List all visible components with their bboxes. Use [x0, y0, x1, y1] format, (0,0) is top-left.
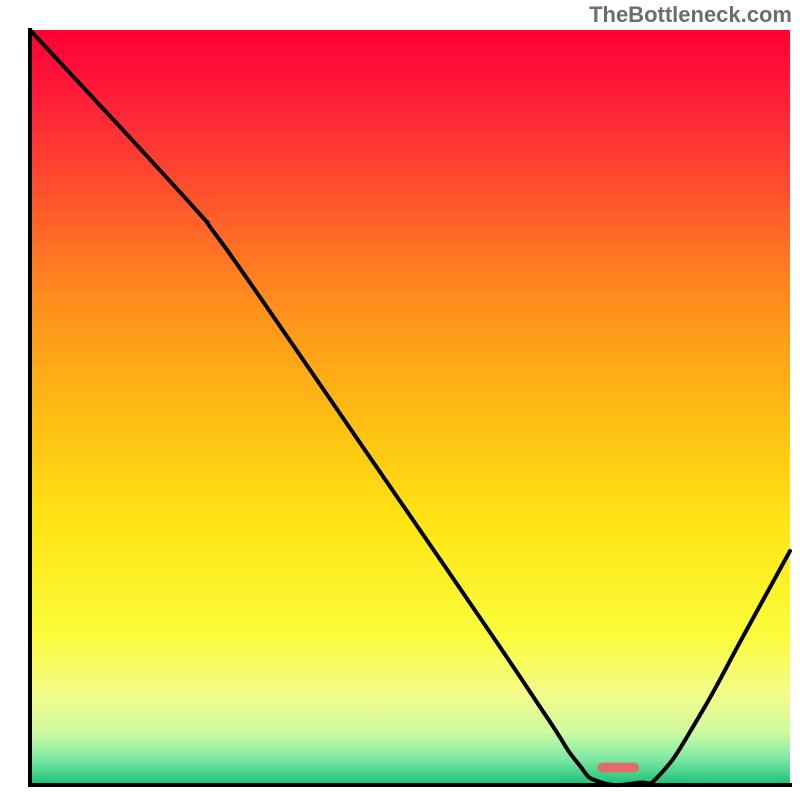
chart-container: TheBottleneck.com	[0, 0, 800, 800]
plot-background	[30, 30, 790, 785]
bottleneck-chart	[0, 0, 800, 800]
optimal-range-marker	[597, 763, 639, 773]
